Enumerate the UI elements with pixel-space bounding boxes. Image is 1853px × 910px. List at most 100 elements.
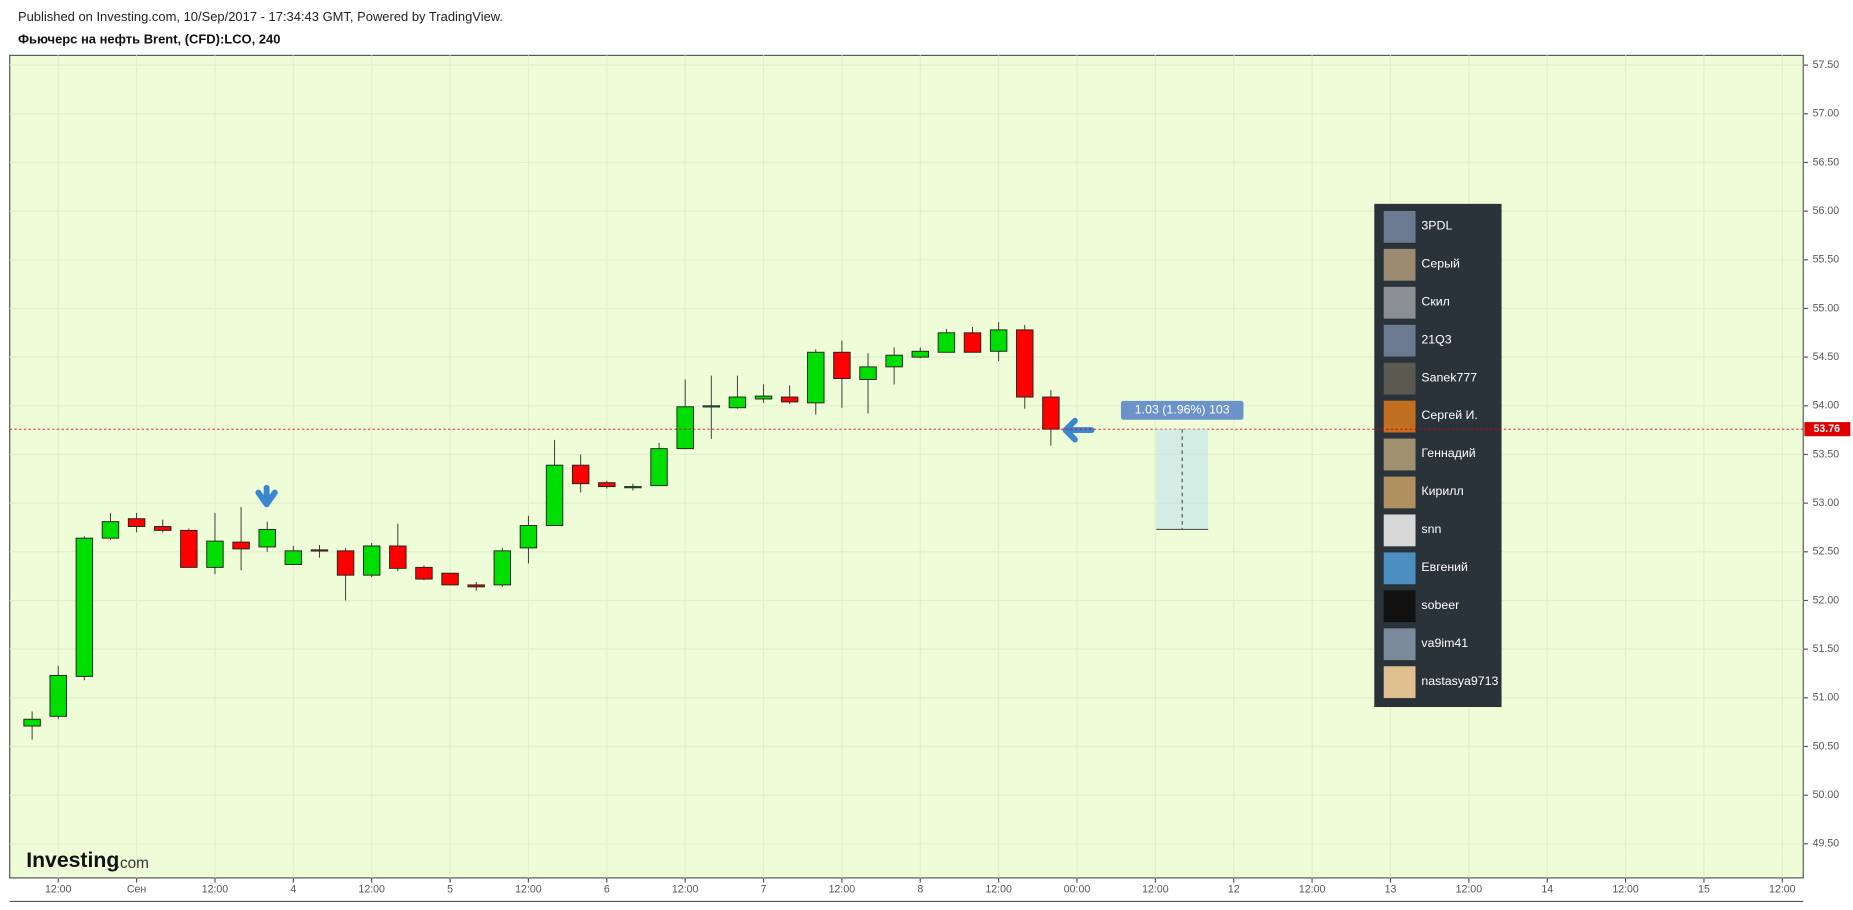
user-avatar: [1383, 438, 1416, 471]
x-tick-label: 12:00: [515, 883, 542, 895]
y-tick-label: 56.50: [1813, 156, 1840, 168]
user-name: va9im41: [1421, 636, 1468, 650]
user-name: sobeer: [1421, 598, 1459, 612]
x-tick-label: 12:00: [1299, 883, 1326, 895]
logo: Investing: [26, 849, 119, 872]
candles: [23, 322, 1060, 740]
candle-body: [467, 584, 485, 588]
y-tick-label: 52.00: [1813, 594, 1840, 606]
plot-area: [9, 54, 1804, 879]
user-avatar: [1383, 552, 1416, 585]
user-avatar: [1383, 324, 1416, 357]
x-tick-label: 12:00: [985, 883, 1012, 895]
x-tick-label: 12:00: [45, 883, 72, 895]
candle-body: [75, 537, 94, 677]
candle-body: [598, 482, 616, 488]
candle-body: [493, 550, 512, 586]
y-tick-label: 53.00: [1813, 497, 1840, 509]
user-name: Сергей И.: [1421, 408, 1477, 422]
x-tick-label: 12:00: [1142, 883, 1169, 895]
y-tick-label: 54.00: [1813, 400, 1840, 412]
x-tick-label: 14: [1541, 883, 1553, 895]
candle-body: [127, 518, 146, 527]
x-tick-label: 4: [290, 883, 296, 895]
candle-body: [49, 674, 67, 717]
candle-body: [807, 351, 825, 404]
candle-body: [728, 396, 747, 409]
candle-body: [859, 366, 877, 380]
candle-body: [232, 541, 250, 550]
candle-body: [441, 572, 459, 586]
y-tick-label: 50.00: [1813, 789, 1840, 801]
candle-body: [963, 332, 982, 353]
y-tick-label: 55.00: [1813, 302, 1840, 314]
x-tick-label: 13: [1385, 883, 1397, 895]
user-name: Скил: [1421, 294, 1449, 308]
x-tick-label: 12:00: [672, 883, 699, 895]
x-tick-label: 15: [1698, 883, 1710, 895]
candle-body: [1016, 329, 1034, 398]
last-price-label: 53.76: [1814, 423, 1841, 435]
candle-body: [650, 448, 668, 487]
user-name: Серый: [1421, 256, 1460, 270]
x-tick-label: 7: [761, 883, 767, 895]
user-avatar: [1383, 514, 1416, 547]
user-avatar: [1383, 400, 1416, 433]
y-tick-label: 57.50: [1813, 59, 1840, 71]
last-price-box: [1804, 422, 1851, 437]
logo-suffix: .com: [116, 855, 149, 872]
user-name: Геннадий: [1421, 446, 1475, 460]
candle-body: [1042, 396, 1060, 430]
candle-body: [415, 566, 433, 580]
candle-body: [389, 545, 407, 569]
y-tick-label: 51.00: [1813, 692, 1840, 704]
y-tick-label: 51.50: [1813, 643, 1840, 655]
x-tick-label: 8: [917, 883, 923, 895]
candle-body: [336, 550, 355, 576]
user-avatar: [1383, 362, 1416, 395]
y-tick-label: 57.00: [1813, 108, 1840, 120]
candle-body: [989, 329, 1008, 352]
candle-body: [702, 405, 721, 408]
candle-body: [937, 332, 956, 353]
x-tick-label: 12:00: [1769, 883, 1796, 895]
user-avatar: [1383, 628, 1416, 661]
users-list: 3PDL Серый Скил 21Q3 Sanek777 Сергей И. Геннад…: [1383, 210, 1499, 699]
x-tick-label: 12:00: [1612, 883, 1639, 895]
user-name: Кирилл: [1421, 484, 1463, 498]
candle-body: [885, 354, 903, 368]
user-avatar: [1383, 210, 1416, 243]
x-tick-label: 5: [447, 883, 453, 895]
user-avatar: [1383, 476, 1416, 509]
candle-body: [676, 406, 694, 450]
candle-body: [258, 528, 276, 548]
x-tick-label: 12:00: [829, 883, 856, 895]
candle-body: [571, 464, 590, 485]
x-tick-label: 12:00: [202, 883, 229, 895]
user-avatar: [1383, 248, 1416, 281]
y-tick-label: 50.50: [1813, 740, 1840, 752]
candle-body: [180, 529, 198, 568]
candle-body: [911, 350, 929, 358]
down-arrow: [255, 484, 278, 508]
x-tick-label: 12: [1228, 883, 1240, 895]
measure-label: 1.03 (1.96%) 103: [1135, 403, 1230, 417]
candle-body: [624, 486, 642, 489]
candle-body: [780, 396, 799, 403]
title: Фьючерс на нефть Brent, (CFD):LCO, 240: [18, 31, 280, 46]
candle-body: [310, 549, 329, 552]
candle-body: [153, 526, 172, 531]
user-avatar: [1383, 666, 1416, 699]
user-avatar: [1383, 590, 1416, 623]
y-tick-label: 55.50: [1813, 254, 1840, 266]
user-name: 21Q3: [1421, 332, 1451, 346]
user-name: 3PDL: [1421, 219, 1452, 233]
measure-label-box: [1120, 400, 1244, 420]
candle-body: [23, 718, 41, 727]
user-name: nastasya9713: [1421, 674, 1498, 688]
candle-body: [545, 464, 564, 527]
y-tick-label: 49.50: [1813, 838, 1840, 850]
candle-body: [206, 540, 224, 568]
candle-body: [833, 351, 851, 380]
